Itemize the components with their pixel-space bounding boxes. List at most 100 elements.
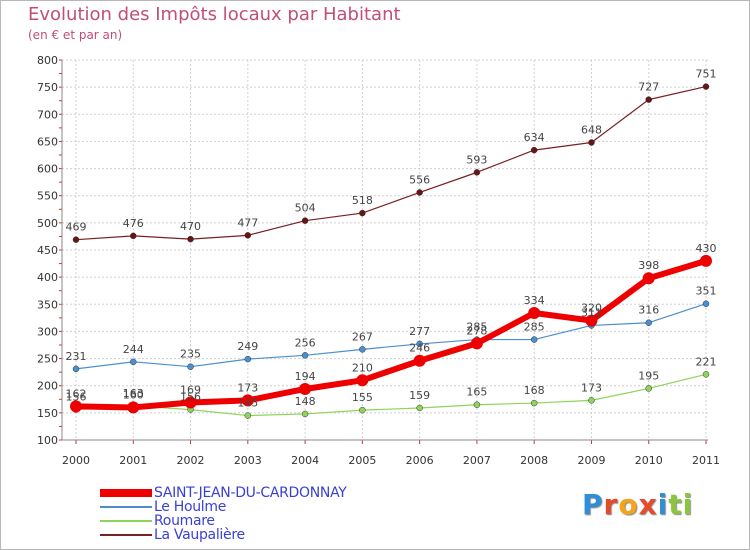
data-point	[645, 385, 652, 392]
data-point	[588, 139, 595, 146]
data-label: 470	[180, 220, 201, 233]
x-tick-label: 2004	[291, 454, 319, 467]
data-label: 194	[295, 370, 316, 383]
y-tick-label: 250	[37, 353, 58, 366]
data-label: 249	[237, 340, 258, 353]
legend-swatch	[100, 489, 152, 497]
y-tick-label: 100	[37, 434, 58, 447]
legend-label: La Vaupalière	[154, 527, 245, 543]
data-label: 285	[524, 321, 545, 334]
data-label: 221	[696, 355, 717, 368]
plot-area	[62, 60, 708, 440]
data-label: 163	[123, 387, 144, 400]
data-label: 235	[180, 348, 201, 361]
y-tick-label: 700	[37, 108, 58, 121]
logo-letter: o	[618, 488, 639, 521]
data-label: 320	[581, 302, 602, 315]
data-label: 160	[123, 388, 144, 401]
data-label: 751	[696, 68, 717, 81]
data-label: 556	[409, 173, 430, 186]
data-point	[413, 354, 426, 367]
data-label: 195	[638, 369, 659, 382]
data-label: 173	[581, 381, 602, 394]
data-label: 159	[409, 389, 430, 402]
y-tick-label: 500	[37, 217, 58, 230]
data-point	[588, 397, 595, 404]
data-label: 231	[66, 350, 87, 363]
x-tick-label: 2000	[62, 454, 90, 467]
data-point	[241, 394, 254, 407]
data-point	[244, 355, 252, 363]
data-point	[187, 363, 194, 370]
legend-item: Roumare	[100, 513, 215, 529]
legend-label: Roumare	[154, 513, 215, 529]
data-label: 316	[638, 304, 659, 317]
data-point	[530, 336, 538, 343]
data-point	[702, 83, 710, 90]
proxiti-logo: Proxiti	[582, 488, 693, 521]
data-point	[470, 337, 483, 350]
data-point	[127, 401, 140, 414]
data-point	[416, 189, 423, 196]
data-point	[585, 314, 598, 327]
logo-letter: r	[603, 488, 619, 521]
logo-letter: P	[582, 488, 604, 521]
data-label: 278	[466, 324, 487, 337]
data-point	[130, 358, 137, 366]
data-point	[356, 374, 369, 387]
data-label: 477	[237, 216, 258, 229]
legend-swatch	[100, 506, 152, 508]
x-tick-label: 2001	[119, 454, 147, 467]
chart-subtitle: (en € et par an)	[28, 28, 123, 42]
y-tick-label: 800	[37, 54, 58, 67]
data-point	[299, 382, 312, 395]
legend-item: SAINT-JEAN-DU-CARDONNAY	[100, 485, 347, 501]
x-tick-label: 2007	[463, 454, 491, 467]
data-point	[359, 346, 366, 353]
data-point	[244, 232, 252, 239]
chart-title: Evolution des Impôts locaux par Habitant	[28, 4, 401, 25]
data-point	[70, 400, 82, 413]
series-line-2	[75, 373, 707, 417]
data-label: 165	[466, 386, 487, 399]
x-tick-label: 2009	[577, 454, 605, 467]
data-label: 246	[409, 342, 430, 355]
data-label: 173	[237, 381, 258, 394]
data-point	[244, 412, 252, 419]
data-label: 430	[696, 242, 717, 255]
data-label: 169	[180, 384, 201, 397]
series-line-1	[75, 303, 707, 370]
legend-item: Le Houlme	[100, 499, 226, 515]
data-point	[702, 300, 710, 307]
logo-letter: i	[682, 488, 694, 521]
data-point	[530, 146, 538, 154]
x-tick-label: 2010	[635, 454, 663, 467]
logo-letter: i	[657, 488, 669, 521]
data-point	[530, 399, 538, 407]
data-label: 256	[295, 336, 316, 349]
data-label: 311	[581, 306, 602, 319]
x-tick-label: 2002	[177, 454, 205, 467]
data-label: 469	[66, 221, 87, 234]
data-label: 156	[66, 391, 87, 404]
grid	[62, 59, 708, 441]
data-label: 277	[409, 325, 430, 338]
logo-letter: x	[638, 488, 658, 521]
legend-swatch	[100, 534, 152, 536]
data-point	[359, 406, 366, 414]
data-label: 168	[524, 384, 545, 397]
data-point	[416, 340, 423, 348]
axes: 100 150 200 250 300 350 400 450 500 550 600 650 700 7…	[37, 54, 720, 467]
data-label: 504	[295, 202, 316, 215]
data-labels: 162 160 169 173 194 210 246 278 334 320 398 430 231 2…	[66, 68, 717, 410]
data-point	[359, 209, 366, 217]
data-point	[528, 306, 541, 319]
x-tick-label: 2011	[692, 454, 720, 467]
x-tick-label: 2005	[348, 454, 376, 467]
x-tick-label: 2006	[406, 454, 434, 467]
legend-label: SAINT-JEAN-DU-CARDONNAY	[154, 485, 347, 501]
y-tick-label: 300	[37, 325, 58, 338]
y-tick-label: 150	[37, 407, 58, 420]
data-label: 334	[524, 294, 545, 307]
data-label: 148	[295, 395, 316, 408]
